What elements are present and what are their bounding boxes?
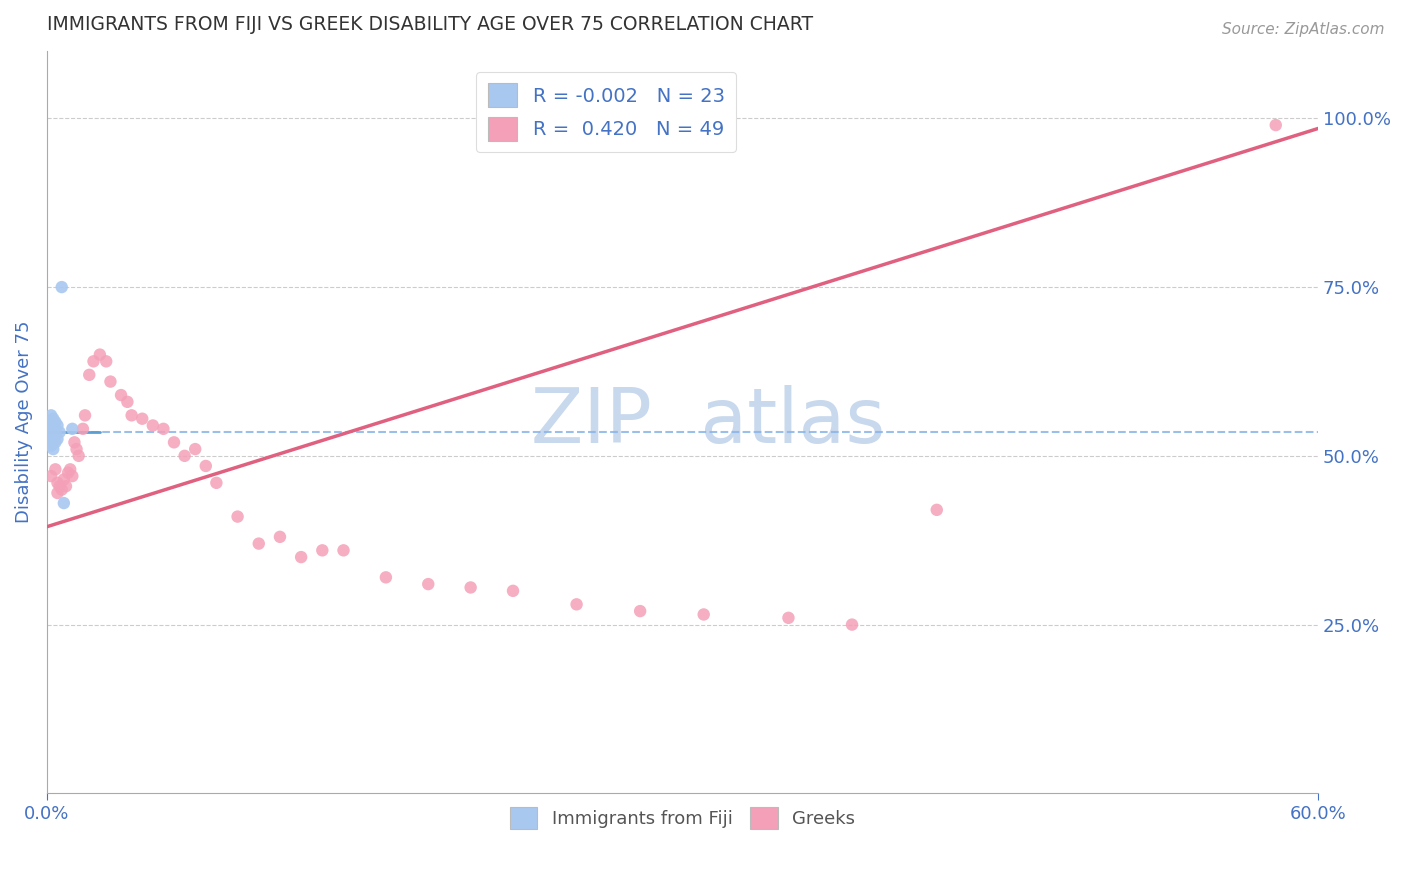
Point: [38, 428, 60, 442]
Point: [51, 280, 73, 294]
Point: [96, 354, 118, 368]
Point: [184, 442, 207, 456]
Point: [39, 415, 62, 429]
Point: [73, 409, 96, 423]
Point: [72, 422, 94, 436]
Point: [63, 435, 86, 450]
Point: [226, 509, 249, 524]
Point: [42, 442, 65, 456]
Point: [67, 449, 90, 463]
Point: [247, 536, 270, 550]
Point: [692, 607, 714, 622]
Point: [290, 550, 312, 565]
Point: [89, 348, 111, 362]
Point: [841, 617, 863, 632]
Point: [39, 422, 62, 436]
Point: [502, 583, 524, 598]
Point: [460, 581, 482, 595]
Point: [60, 469, 83, 483]
Point: [39, 439, 62, 453]
Point: [269, 530, 291, 544]
Point: [152, 422, 174, 436]
Point: [205, 475, 228, 490]
Point: [51, 483, 73, 497]
Point: [418, 577, 440, 591]
Text: ZIP  atlas: ZIP atlas: [531, 385, 884, 459]
Point: [565, 598, 588, 612]
Point: [56, 466, 79, 480]
Point: [42, 432, 65, 446]
Point: [131, 411, 153, 425]
Point: [60, 422, 83, 436]
Point: [52, 473, 75, 487]
Point: [48, 425, 70, 440]
Point: [374, 570, 396, 584]
Point: [173, 449, 195, 463]
Point: [1264, 118, 1286, 132]
Point: [44, 435, 66, 450]
Point: [42, 418, 65, 433]
Point: [39, 435, 62, 450]
Point: [59, 462, 82, 476]
Point: [46, 432, 69, 446]
Point: [39, 469, 62, 483]
Point: [117, 394, 139, 409]
Point: [311, 543, 333, 558]
Y-axis label: Disability Age Over 75: Disability Age Over 75: [15, 321, 32, 524]
Point: [100, 375, 122, 389]
Point: [48, 479, 70, 493]
Point: [83, 354, 105, 368]
Text: Source: ZipAtlas.com: Source: ZipAtlas.com: [1222, 22, 1385, 37]
Point: [46, 486, 69, 500]
Point: [163, 435, 186, 450]
Point: [39, 409, 62, 423]
Point: [46, 475, 69, 490]
Point: [778, 611, 800, 625]
Point: [42, 425, 65, 440]
Point: [925, 503, 948, 517]
Point: [37, 425, 59, 440]
Point: [46, 418, 69, 433]
Point: [39, 425, 62, 440]
Point: [55, 479, 77, 493]
Point: [44, 415, 66, 429]
Point: [628, 604, 651, 618]
Point: [77, 368, 100, 382]
Point: [44, 462, 66, 476]
Point: [142, 418, 165, 433]
Point: [52, 496, 75, 510]
Point: [42, 411, 65, 425]
Point: [194, 458, 217, 473]
Point: [332, 543, 354, 558]
Text: IMMIGRANTS FROM FIJI VS GREEK DISABILITY AGE OVER 75 CORRELATION CHART: IMMIGRANTS FROM FIJI VS GREEK DISABILITY…: [46, 15, 813, 34]
Point: [65, 442, 87, 456]
Legend: Immigrants from Fiji, Greeks: Immigrants from Fiji, Greeks: [503, 800, 862, 837]
Point: [121, 409, 143, 423]
Point: [38, 418, 60, 433]
Point: [44, 425, 66, 440]
Point: [110, 388, 132, 402]
